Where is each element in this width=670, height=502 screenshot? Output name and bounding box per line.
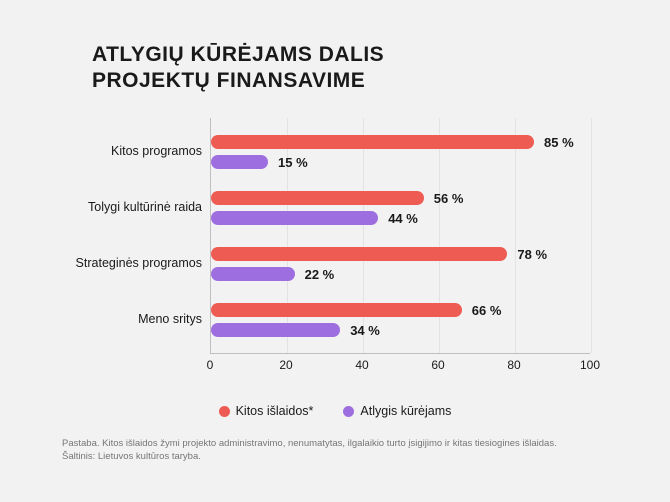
- x-tick: 100: [580, 358, 600, 372]
- bar-group: 56 % 44 %: [211, 191, 590, 225]
- bar: [211, 211, 378, 225]
- bar: [211, 191, 424, 205]
- bar-row: 56 %: [211, 191, 590, 205]
- bar-row: 78 %: [211, 247, 590, 261]
- footnote: Pastaba. Kitos išlaidos žymi projekto ad…: [62, 438, 557, 464]
- bar-row: 22 %: [211, 267, 590, 281]
- chart-area: 85 % 15 % 56 % 44 % 78 % 22 % 66 % 34 % 0 20 40 60…: [60, 118, 620, 378]
- legend-swatch-2: [343, 406, 354, 417]
- category-label: Tolygi kultūrinė raida: [60, 200, 202, 214]
- bar: [211, 303, 462, 317]
- bar: [211, 267, 295, 281]
- category-label: Strateginės programos: [60, 256, 202, 270]
- legend-label-2: Atlygis kūrėjams: [360, 404, 451, 418]
- bar-value: 78 %: [517, 247, 547, 262]
- bar-group: 78 % 22 %: [211, 247, 590, 281]
- bar-value: 15 %: [278, 155, 308, 170]
- category-label: Meno sritys: [60, 312, 202, 326]
- bar-value: 34 %: [350, 323, 380, 338]
- bar-value: 56 %: [434, 191, 464, 206]
- legend-swatch-1: [219, 406, 230, 417]
- legend-item-series2: Atlygis kūrėjams: [343, 404, 451, 418]
- plot-area: 85 % 15 % 56 % 44 % 78 % 22 % 66 % 34 %: [210, 118, 590, 354]
- x-tick: 20: [279, 358, 292, 372]
- x-tick: 80: [507, 358, 520, 372]
- bar: [211, 323, 340, 337]
- bar-row: 85 %: [211, 135, 590, 149]
- bar-group: 85 % 15 %: [211, 135, 590, 169]
- legend-item-series1: Kitos išlaidos*: [219, 404, 314, 418]
- legend: Kitos išlaidos* Atlygis kūrėjams: [0, 404, 670, 418]
- bar-row: 66 %: [211, 303, 590, 317]
- bar-value: 85 %: [544, 135, 574, 150]
- bar: [211, 155, 268, 169]
- bar-row: 44 %: [211, 211, 590, 225]
- bar: [211, 247, 507, 261]
- bar-group: 66 % 34 %: [211, 303, 590, 337]
- title-line-2: PROJEKTŲ FINANSAVIME: [92, 69, 365, 92]
- bar-value: 44 %: [388, 211, 418, 226]
- bar: [211, 135, 534, 149]
- bar-row: 34 %: [211, 323, 590, 337]
- x-tick: 60: [431, 358, 444, 372]
- chart-title: ATLYGIŲ KŪRĖJAMS DALIS PROJEKTŲ FINANSAV…: [92, 42, 384, 95]
- x-tick: 40: [355, 358, 368, 372]
- bar-value: 22 %: [305, 267, 335, 282]
- footnote-line-2: Šaltinis: Lietuvos kultūros taryba.: [62, 451, 201, 462]
- bar-row: 15 %: [211, 155, 590, 169]
- category-label: Kitos programos: [60, 144, 202, 158]
- footnote-line-1: Pastaba. Kitos išlaidos žymi projekto ad…: [62, 438, 557, 449]
- bar-value: 66 %: [472, 303, 502, 318]
- title-line-1: ATLYGIŲ KŪRĖJAMS DALIS: [92, 43, 384, 66]
- grid-line: [591, 118, 592, 353]
- x-tick: 0: [207, 358, 214, 372]
- legend-label-1: Kitos išlaidos*: [236, 404, 314, 418]
